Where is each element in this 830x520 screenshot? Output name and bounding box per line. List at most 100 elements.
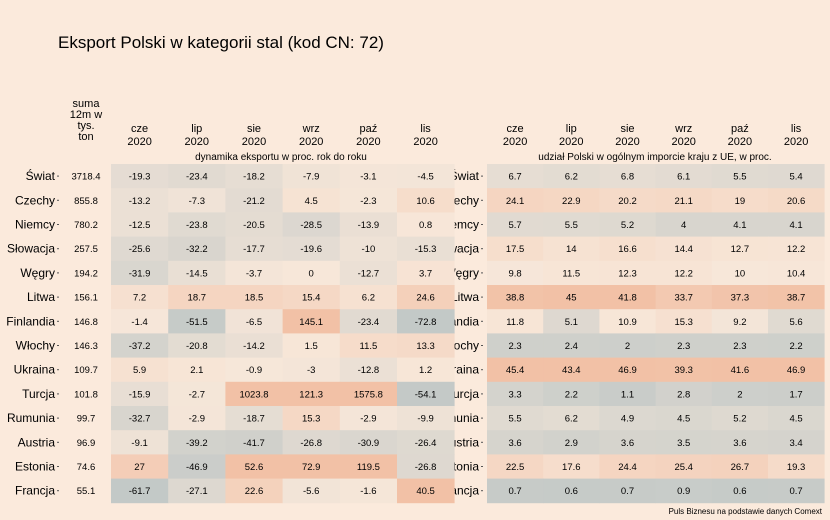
sum-values: 3718.4 855.8 780.2 257.5 194.2 156.1 146.8 146.… [71,172,100,498]
heatmap-cell [111,188,169,213]
cell-value-label: 24.6 [416,293,435,304]
heatmap-cell [282,164,341,189]
cell-value-label: -25.6 [129,244,151,255]
heatmap-cell [168,357,226,383]
sum-value: 855.8 [74,196,98,207]
cell-value-label: 0 [309,268,314,279]
heatmap-cell [543,164,600,189]
heatmap-cell [339,406,398,431]
row-label: Świat [26,168,56,183]
heatmap-cell [711,236,769,262]
cell-value-label: -17.7 [243,244,265,255]
heatmap-cell [111,357,169,383]
heatmap-cell [487,212,544,237]
heatmap-cell [768,454,825,479]
heatmap-cell [397,454,455,479]
heatmap-cell [599,430,656,455]
heatmap-cell [225,212,283,237]
cell-value-label: 2.3 [508,341,521,352]
cell-value-label: 121.3 [299,389,323,400]
cell-value-label: -2.9 [360,414,376,425]
heatmap-cell [711,212,769,237]
heatmap-cell [282,285,341,310]
cell-value-label: -15.9 [129,389,151,400]
cell-value-label: 5.6 [789,317,802,328]
left-row-labels: Świat Czechy Niemcy Słowacja Węgry Litwa Finla… [6,168,59,498]
column-header-year: 2020 [185,136,209,148]
heatmap-cell [487,285,544,310]
cell-value-label: -3.7 [246,268,262,279]
cell-value-label: 3.3 [508,389,521,400]
cell-value-label: 11.8 [506,317,524,328]
cell-value-label: 12.2 [787,244,806,255]
cell-value-label: 18.5 [245,293,264,304]
sum-value: 101.8 [74,389,98,400]
column-header-month: paź [731,123,749,135]
cell-value-label: 2.3 [677,341,690,352]
heatmap-cell [225,236,283,262]
heatmap-cell [111,454,169,479]
cell-value-label: 2 [737,389,742,400]
heatmap-cell [543,430,600,455]
cell-value-label: 39.3 [674,365,693,376]
column-header-month: cze [131,123,148,135]
heatmap-cell [397,478,455,504]
heatmap-cell [168,212,226,237]
column-header-year: 2020 [356,136,380,148]
heatmap-cell [487,260,544,286]
heatmap-cell [711,406,769,431]
cell-value-label: 20.2 [618,196,637,207]
cell-value-label: 41.6 [731,365,750,376]
cell-value-label: 37.3 [731,293,750,304]
row-label: Niemcy [15,218,55,232]
heatmap-cell [339,236,398,262]
row-label: Świat [450,168,480,183]
cell-value-label: 6.2 [362,293,375,304]
heatmap-cell [599,454,656,479]
heatmap-cell [599,164,656,189]
cell-value-label: 4.9 [621,414,634,425]
cell-value-label: -18.7 [243,414,265,425]
cell-value-label: -18.2 [243,172,265,183]
cell-value-label: 3.6 [508,438,521,449]
heatmap-cell [543,188,600,213]
left-panel-subtitle: dynamika eksportu w proc. rok do roku [195,152,367,163]
heatmap-cell [111,285,169,310]
heatmap-cell [768,236,825,262]
heatmap-cell [225,309,283,334]
heatmap-cell [282,188,341,213]
row-label: Rumunia [7,411,55,425]
heatmap-cell [397,381,455,407]
cell-value-label: 25.4 [674,462,693,473]
cell-value-label: -39.2 [186,438,208,449]
cell-value-label: 26.7 [731,462,750,473]
sum-value: 99.7 [77,414,96,425]
sum-value: 194.2 [74,268,98,279]
column-header-year: 2020 [671,136,695,148]
heatmap-cell [768,381,825,407]
cell-value-label: 2.1 [190,365,203,376]
heatmap-cell [339,478,398,504]
cell-value-label: -31.9 [129,268,151,279]
heatmap-cell [111,406,169,431]
cell-value-label: 7.2 [133,293,146,304]
heatmap-cell [339,454,398,479]
heatmap-cell [768,260,825,286]
cell-value-label: -10 [362,244,376,255]
cell-value-label: 5.7 [508,220,521,231]
sum-header-line: ton [78,131,93,143]
cell-value-label: -41.7 [243,438,265,449]
heatmap-cell [655,260,713,286]
heatmap-cell [487,454,544,479]
heatmap-cell [225,260,283,286]
heatmap-cell [655,164,713,189]
cell-value-label: 2.3 [733,341,746,352]
heatmap-cell [768,188,825,213]
heatmap-cell [487,478,544,504]
cell-value-label: -7.9 [303,172,319,183]
heatmap-cell [543,212,600,237]
cell-value-label: 6.1 [677,172,690,183]
cell-value-label: 5.2 [621,220,634,231]
heatmap-cell [339,260,398,286]
cell-value-label: -12.7 [358,268,380,279]
